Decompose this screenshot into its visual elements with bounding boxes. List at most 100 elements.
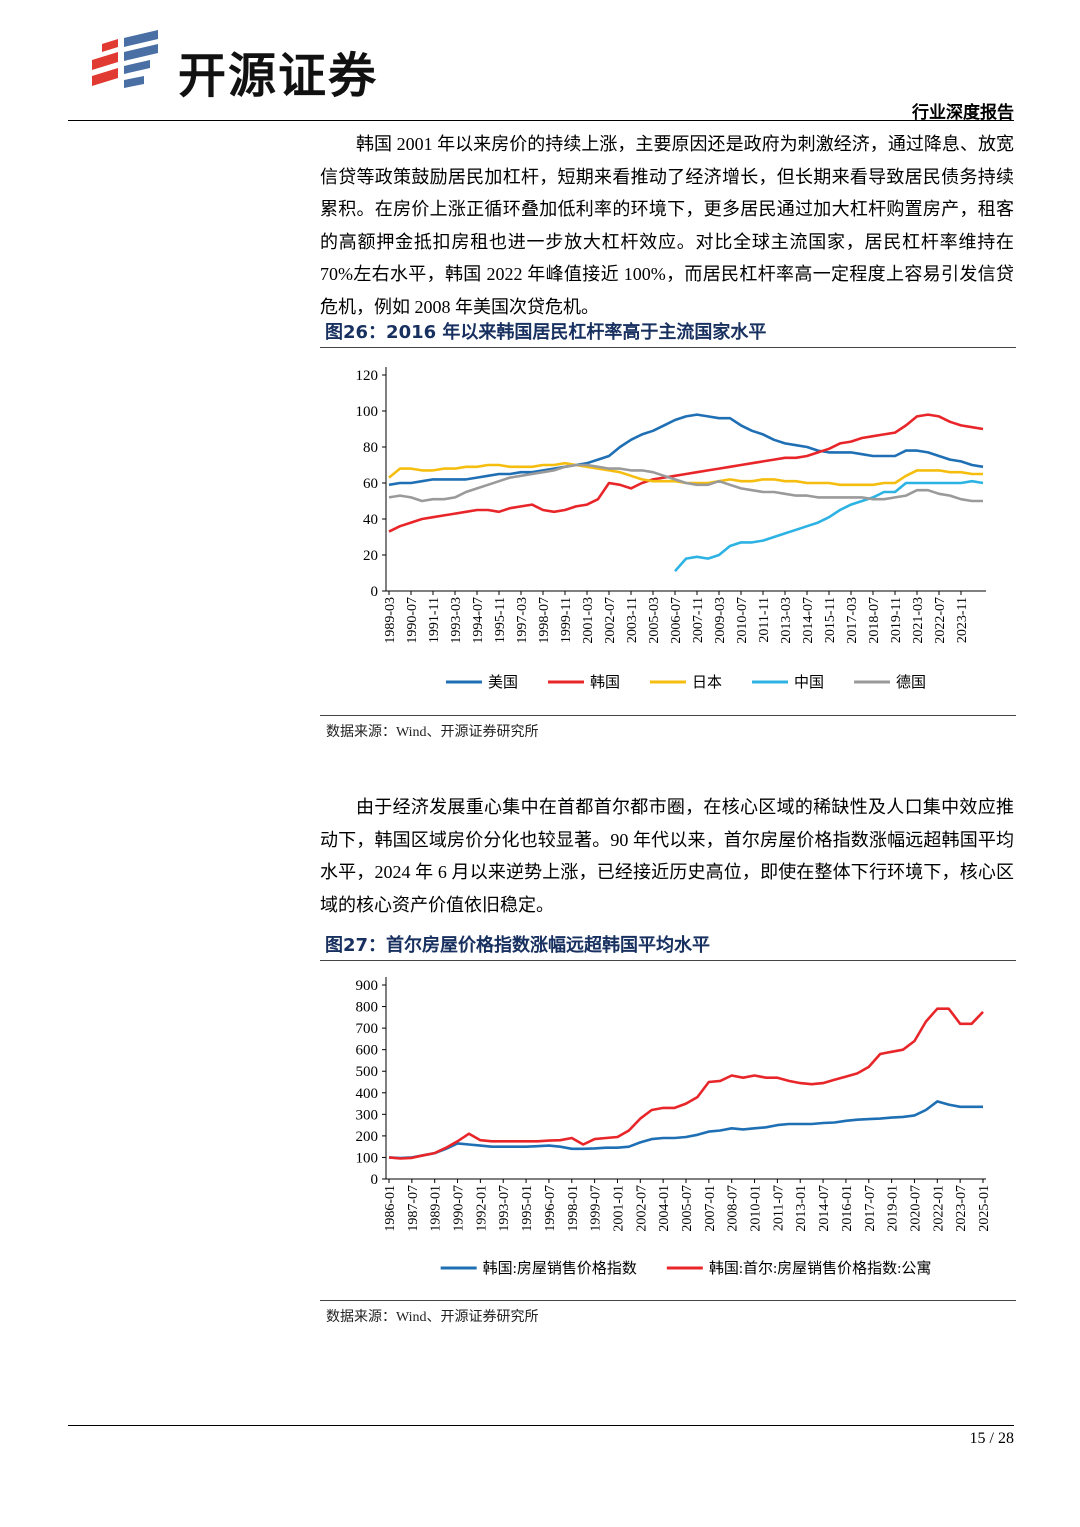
x-tick-label: 1986-01 <box>383 1185 398 1232</box>
x-tick-label: 2014-07 <box>817 1185 832 1232</box>
y-tick-label: 80 <box>363 440 378 456</box>
x-tick-label: 1990-07 <box>405 597 420 644</box>
x-tick-label: 2023-11 <box>955 597 970 643</box>
legend-label: 韩国 <box>590 674 620 691</box>
x-tick-label: 1991-11 <box>427 597 442 643</box>
y-tick-label: 0 <box>371 1172 379 1188</box>
x-tick-label: 1995-11 <box>493 597 508 643</box>
y-tick-label: 120 <box>356 368 379 384</box>
logo-icon <box>92 30 158 88</box>
report-type: 行业深度报告 <box>912 103 1014 123</box>
x-tick-label: 1996-07 <box>543 1185 558 1232</box>
header-rule <box>68 120 1014 121</box>
footer-rule <box>68 1425 1014 1426</box>
legend-item: 美国 <box>445 674 518 691</box>
legend-item: 日本 <box>649 674 722 691</box>
x-tick-label: 2015-11 <box>823 597 838 643</box>
x-tick-label: 2019-01 <box>886 1185 901 1232</box>
x-tick-label: 2010-07 <box>735 597 750 644</box>
x-tick-label: 2006-07 <box>669 597 684 644</box>
legend-item: 韩国:首尔:房屋销售价格指数:公寓 <box>666 1259 931 1277</box>
x-tick-label: 1998-01 <box>566 1185 581 1232</box>
x-tick-label: 1989-03 <box>383 597 398 644</box>
y-tick-label: 400 <box>356 1086 379 1102</box>
x-tick-label: 2022-07 <box>933 597 948 644</box>
figure-rule <box>320 960 1016 961</box>
figure-title: 图27：首尔房屋价格指数涨幅远超韩国平均水平 <box>325 935 711 956</box>
legend-item: 韩国 <box>547 674 620 691</box>
x-tick-label: 2011-07 <box>771 1185 786 1231</box>
x-tick-label: 2003-11 <box>625 597 640 643</box>
paragraph: 韩国 2001 年以来房价的持续上涨，主要原因还是政府为刺激经济，通过降息、放宽… <box>320 134 1014 317</box>
x-tick-label: 2002-07 <box>603 597 618 644</box>
legend-label: 中国 <box>794 674 824 691</box>
brand: 开源证券 <box>178 48 379 104</box>
figure-rule <box>320 347 1016 348</box>
x-tick-label: 2007-11 <box>691 597 706 643</box>
y-tick-label: 60 <box>363 476 378 492</box>
series-line <box>388 413 984 487</box>
x-tick-label: 2013-01 <box>794 1185 809 1232</box>
x-tick-label: 2005-07 <box>680 1185 695 1232</box>
x-tick-label: 2013-03 <box>779 597 794 644</box>
legend-label: 美国 <box>488 674 518 691</box>
x-tick-label: 2002-07 <box>634 1185 649 1232</box>
x-tick-label: 2008-07 <box>726 1185 741 1232</box>
legend-item: 韩国:房屋销售价格指数 <box>440 1260 637 1277</box>
x-tick-label: 2005-03 <box>647 597 662 644</box>
y-tick-label: 800 <box>356 1000 379 1016</box>
x-tick-label: 2018-07 <box>867 597 882 644</box>
x-tick-label: 2019-11 <box>889 597 904 643</box>
y-tick-label: 0 <box>371 584 379 600</box>
legend: 韩国:房屋销售价格指数 韩国:首尔:房屋销售价格指数:公寓 <box>440 1259 931 1277</box>
x-tick-label: 1997-03 <box>515 597 530 644</box>
x-tick-label: 1994-07 <box>471 597 486 644</box>
y-tick-label: 20 <box>363 548 378 564</box>
x-tick-label: 2025-01 <box>977 1185 992 1232</box>
y-tick-label: 600 <box>356 1043 379 1059</box>
x-tick-label: 2004-01 <box>657 1185 672 1232</box>
figure-rule <box>320 715 1016 716</box>
chart: 0 100 200 300 400 500 600 700 800 900 1986-01 1987-… <box>356 977 992 1277</box>
legend: 美国 韩国 日本 中国 德国 <box>445 673 926 691</box>
page-number: 15 / 28 <box>969 1430 1014 1447</box>
legend-item: 德国 <box>854 673 926 691</box>
legend-label: 韩国:房屋销售价格指数 <box>483 1260 637 1277</box>
legend-label: 德国 <box>896 673 926 691</box>
series-line <box>388 413 984 533</box>
x-tick-label: 2014-07 <box>801 597 816 644</box>
x-tick-label: 1989-01 <box>429 1185 444 1232</box>
x-tick-label: 2020-07 <box>908 1185 923 1232</box>
source: 数据来源：Wind、开源证券研究所 <box>326 725 539 740</box>
figure-rule <box>320 1300 1016 1301</box>
x-tick-label: 2001-03 <box>581 597 596 644</box>
y-tick-label: 500 <box>356 1064 379 1080</box>
series-line <box>388 1100 983 1160</box>
chart: 0 20 40 60 80 100 120 1989-03 1990-07 1991-11 1993… <box>356 367 986 691</box>
y-tick-label: 40 <box>363 512 378 528</box>
x-tick-label: 2017-07 <box>863 1185 878 1232</box>
x-tick-label: 2007-01 <box>703 1185 718 1232</box>
x-tick-label: 2010-01 <box>749 1185 764 1232</box>
y-tick-label: 100 <box>356 1150 379 1166</box>
x-tick-label: 2011-11 <box>757 597 772 643</box>
x-tick-label: 2022-01 <box>931 1185 946 1232</box>
y-tick-label: 900 <box>356 978 379 994</box>
y-tick-label: 200 <box>356 1129 379 1145</box>
x-tick-label: 2001-01 <box>611 1185 626 1232</box>
paragraph: 由于经济发展重心集中在首都首尔都市圈，在核心区域的稀缺性及人口集中效应推动下，韩… <box>320 797 1014 915</box>
x-tick-label: 2009-03 <box>713 597 728 644</box>
y-tick-label: 700 <box>356 1021 379 1037</box>
source: 数据来源：Wind、开源证券研究所 <box>326 1310 539 1325</box>
figure-title: 图26：2016 年以来韩国居民杠杆率高于主流国家水平 <box>325 322 767 343</box>
x-tick-label: 1992-01 <box>474 1185 489 1232</box>
x-tick-label: 1999-07 <box>589 1185 604 1232</box>
y-tick-label: 100 <box>356 404 379 420</box>
series-line <box>388 1007 984 1160</box>
x-tick-label: 1998-07 <box>537 597 552 644</box>
x-tick-label: 2021-03 <box>911 597 926 644</box>
x-tick-label: 1990-07 <box>452 1185 467 1232</box>
series-line <box>674 479 984 573</box>
series-line <box>388 463 983 503</box>
